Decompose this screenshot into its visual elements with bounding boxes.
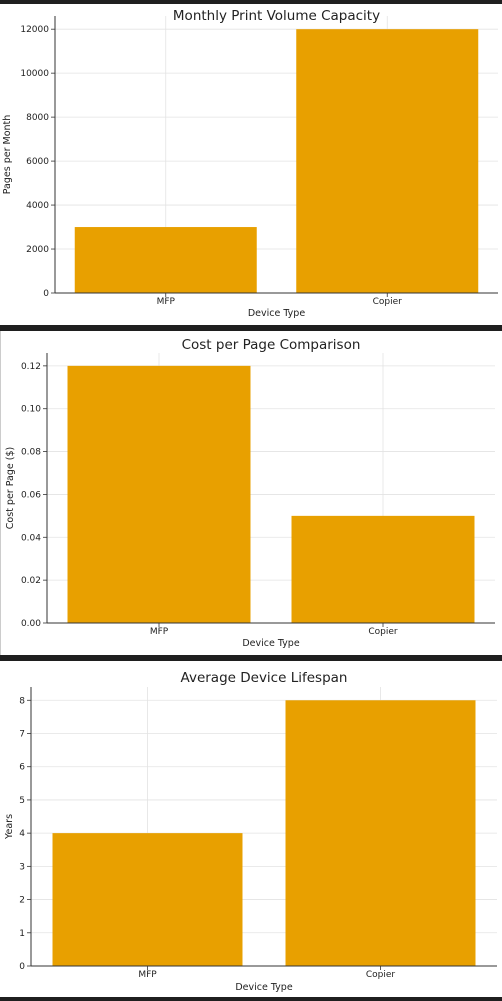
chart-panel-lifespan: 0 1 2 3 4 5 6 7 8 MFP Copier Average Device Lifespa… — [0, 661, 502, 997]
bar-copier — [285, 700, 476, 966]
x-axis-label: Device Type — [248, 308, 305, 319]
y-tick-label: 0 — [43, 289, 49, 299]
bar-copier — [291, 515, 475, 623]
chart-title: Average Device Lifespan — [181, 670, 348, 686]
lifespan-chart: 0 1 2 3 4 5 6 7 8 MFP Copier Average Device Lifespa… — [4, 670, 497, 993]
y-axis-label: Years — [4, 814, 15, 840]
y-tick-label: 0.06 — [21, 490, 41, 500]
chart-panel-print-volume: 0 2000 4000 6000 8000 10000 12000 MFP Copier Mont… — [0, 4, 502, 325]
y-tick-label: 0.02 — [21, 576, 41, 586]
y-tick-label: 3 — [19, 862, 25, 872]
x-tick-label: Copier — [366, 970, 396, 980]
bar-copier — [296, 29, 479, 293]
print-volume-chart: 0 2000 4000 6000 8000 10000 12000 MFP Copier Mont… — [2, 8, 498, 319]
y-tick-label: 8000 — [26, 113, 49, 123]
y-axis-label: Pages per Month — [2, 115, 13, 195]
chart-title: Monthly Print Volume Capacity — [173, 8, 380, 24]
bar-mfp — [74, 227, 257, 293]
y-tick-label: 1 — [19, 929, 25, 939]
y-tick-label: 10000 — [20, 69, 49, 79]
y-axis-label: Cost per Page ($) — [5, 447, 16, 529]
chart-title: Cost per Page Comparison — [182, 337, 361, 353]
y-tick-label: 0 — [19, 962, 25, 972]
x-axis-label: Device Type — [235, 982, 292, 993]
y-tick-label: 8 — [19, 696, 25, 706]
x-tick-label: MFP — [138, 970, 157, 980]
y-tick-label: 0.08 — [21, 448, 41, 458]
y-tick-label: 0.10 — [21, 405, 41, 415]
cost-per-page-chart: 0.00 0.02 0.04 0.06 0.08 0.10 0.12 MFP Copier Cos… — [5, 337, 495, 649]
y-tick-label: 2000 — [26, 245, 49, 255]
x-tick-label: MFP — [157, 297, 176, 307]
y-tick-label: 0.04 — [21, 533, 41, 543]
x-tick-label: MFP — [150, 627, 169, 637]
y-tick-label: 7 — [19, 730, 25, 740]
y-tick-label: 0.00 — [21, 619, 41, 629]
y-tick-label: 4 — [19, 829, 25, 839]
chart-panel-cost-per-page: 0.00 0.02 0.04 0.06 0.08 0.10 0.12 MFP Copier Cos… — [0, 331, 502, 655]
bar-mfp — [67, 365, 251, 623]
y-tick-label: 12000 — [20, 25, 49, 35]
y-tick-label: 4000 — [26, 201, 49, 211]
y-tick-label: 6 — [19, 763, 25, 773]
y-tick-label: 2 — [19, 896, 25, 906]
y-tick-label: 5 — [19, 796, 25, 806]
x-tick-label: Copier — [373, 297, 403, 307]
x-axis-label: Device Type — [242, 638, 299, 649]
y-tick-label: 6000 — [26, 157, 49, 167]
x-tick-label: Copier — [368, 627, 398, 637]
bar-mfp — [52, 833, 243, 966]
y-tick-label: 0.12 — [21, 362, 41, 372]
